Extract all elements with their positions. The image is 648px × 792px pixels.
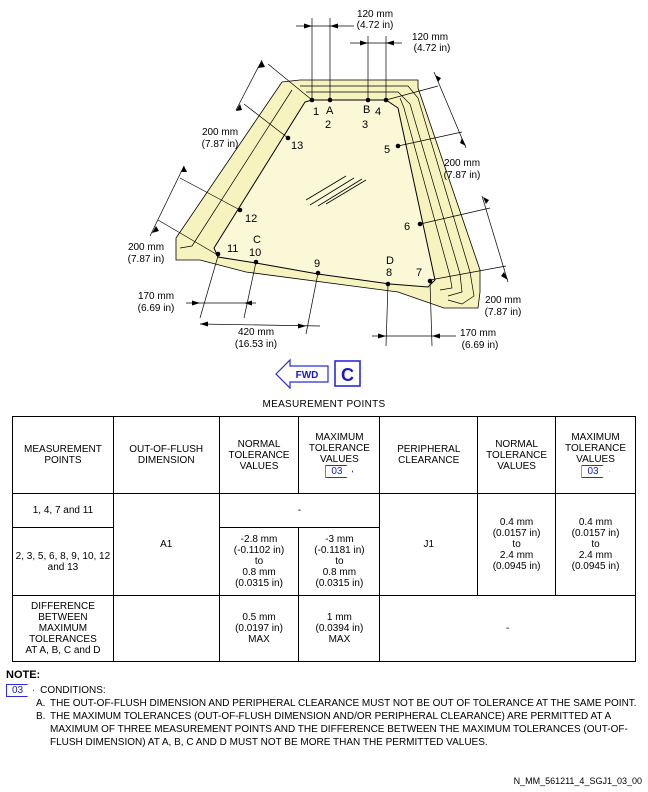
row3-max: 1 mm (0.0394 in) MAX (298, 595, 381, 662)
row3-flush-empty (112, 595, 220, 662)
ref-03-badge: 03 (325, 465, 354, 478)
point-label-10: 10 (249, 247, 261, 259)
note-item-a: A. THE OUT-OF-FLUSH DIMENSION AND PERIPH… (36, 698, 637, 709)
dimension-arrowheads (152, 23, 508, 339)
dim-ll-in: (6.69 in) (138, 303, 175, 314)
dim-topr-in: (4.72 in) (414, 43, 451, 54)
frame-contour-left (179, 89, 293, 249)
note-heading: NOTE: (6, 669, 41, 681)
point-label-4: 4 (375, 106, 381, 118)
point-label-6: 6 (404, 221, 410, 233)
dim-ur-mm: 200 mm (444, 158, 480, 169)
table-title: MEASUREMENT POINTS (262, 399, 386, 410)
view-letter: C (341, 365, 354, 385)
point-label-2: 2 (325, 119, 331, 131)
header-max-tolerance-2: MAXIMUM TOLERANCE VALUES 03 (555, 416, 636, 494)
note-item-b-text: THE MAXIMUM TOLERANCES (OUT-OF-FLUSH DIM… (50, 711, 628, 748)
glass-reflection (317, 178, 363, 207)
dim-lr-mm: 200 mm (485, 295, 521, 306)
row3-points: DIFFERENCE BETWEEN MAXIMUM TOLERANCES AT A… (12, 595, 114, 662)
point-label-13: 13 (291, 140, 303, 152)
peripheral-max: 0.4 mm (0.0157 in) to 2.4 mm (0.0945 in) (555, 493, 636, 596)
dim-lr-in: (7.87 in) (485, 307, 522, 318)
point-label-A: A (326, 105, 334, 117)
dim-ml-in: (7.87 in) (128, 254, 165, 265)
dim-topr-mm: 120 mm (412, 32, 448, 43)
point-label-D: D (386, 255, 394, 267)
view-letter-box (334, 360, 361, 387)
row2-points: 2, 3, 5, 6, 8, 9, 10, 12 and 13 (12, 527, 114, 596)
point-label-9: 9 (314, 258, 320, 270)
dim-ll-mm: 170 mm (138, 291, 174, 302)
header-out-of-flush: OUT-OF-FLUSH DIMENSION (112, 416, 220, 494)
point-label-8: 8 (386, 267, 392, 279)
figure-reference: N_MM_561211_4_SGJ1_03_00 (513, 776, 642, 786)
header-max-tolerance-2-text: MAXIMUM TOLERANCE VALUES (565, 432, 626, 465)
measurement-table: MEASUREMENT POINTS OUT-OF-FLUSH DIMENSIO… (12, 416, 636, 662)
note-item-a-text: THE OUT-OF-FLUSH DIMENSION AND PERIPHERA… (50, 698, 637, 709)
flush-value: A1 (112, 493, 220, 596)
header-normal-tolerance-2: NORMAL TOLERANCE VALUES (477, 416, 557, 494)
ref-03-badge: 03 (6, 684, 35, 697)
table-row: DIFFERENCE BETWEEN MAXIMUM TOLERANCES AT A… (12, 595, 636, 662)
point-label-12: 12 (245, 213, 257, 225)
dim-bc-in: (16.53 in) (235, 339, 277, 350)
glass-reflection (305, 175, 347, 201)
header-max-tolerance-1-text: MAXIMUM TOLERANCE VALUES (308, 432, 370, 465)
row2-normal: -2.8 mm (-0.1102 in) to 0.8 mm (0.0315 in) (218, 527, 300, 596)
conditions-label: CONDITIONS: (40, 685, 106, 696)
header-measurement-points: MEASUREMENT POINTS (12, 416, 114, 494)
dim-ml-mm: 200 mm (128, 242, 164, 253)
fwd-label: FWD (296, 370, 319, 381)
dimension-lines (149, 18, 509, 347)
point-label-B: B (363, 104, 370, 116)
window-measurement-diagram: 1 A 2 B 4 3 5 13 12 6 11 C 10 9 D 8 7 12… (128, 9, 522, 390)
row1-points: 1, 4, 7 and 11 (12, 493, 114, 528)
dim-top-in: (4.72 in) (357, 20, 394, 31)
peripheral-value: J1 (379, 493, 479, 596)
measurement-dots (215, 97, 433, 287)
header-normal-tolerance-1: NORMAL TOLERANCE VALUES (218, 416, 300, 494)
dim-ur-in: (7.87 in) (444, 170, 481, 181)
row3-peripheral-dash: - (379, 595, 636, 662)
header-max-tolerance-1: MAXIMUM TOLERANCE VALUES 03 (298, 416, 381, 494)
ref-03-badge: 03 (581, 465, 610, 478)
row1-tolerance-dash: - (218, 493, 381, 528)
dim-br-mm: 170 mm (460, 328, 496, 339)
point-label-3: 3 (362, 119, 368, 131)
notes-section: 03 CONDITIONS: A. THE OUT-OF-FLUSH DIMEN… (6, 684, 642, 749)
glass-reflection (325, 179, 367, 205)
frame-contour-mid (306, 91, 463, 297)
row3-normal: 0.5 mm (0.0197 in) MAX (218, 595, 300, 662)
dim-ul-in: (7.87 in) (202, 139, 239, 150)
point-label-11: 11 (227, 243, 238, 255)
window-panel (213, 99, 436, 288)
table-header-row: MEASUREMENT POINTS OUT-OF-FLUSH DIMENSIO… (12, 416, 636, 494)
header-peripheral: PERIPHERAL CLEARANCE (379, 416, 479, 494)
point-label-7: 7 (416, 267, 422, 279)
note-item-b: B. THE MAXIMUM TOLERANCES (OUT-OF-FLUSH … (6, 710, 642, 749)
fwd-arrow-icon: FWD (275, 358, 329, 390)
dim-br-in: (6.69 in) (462, 340, 499, 351)
peripheral-normal: 0.4 mm (0.0157 in) to 2.4 mm (0.0945 in) (477, 493, 557, 596)
point-label-5: 5 (384, 144, 390, 156)
table-row: 2, 3, 5, 6, 8, 9, 10, 12 and 13 -2.8 mm(… (12, 527, 636, 596)
conditions-line: 03 CONDITIONS: (6, 684, 642, 697)
dim-top-mm: 120 mm (357, 9, 393, 20)
point-label-1: 1 (313, 106, 319, 118)
glass-reflection (309, 177, 355, 206)
dim-bc-mm: 420 mm (238, 327, 274, 338)
point-label-C: C (253, 234, 261, 246)
row2-max: -3 mm (-0.1181 in) to 0.8 mm (0.0315 in) (298, 527, 381, 596)
table-row: 1, 4, 7 and 11 A1 - J1 0.4 mm (0.0157 in)… (12, 493, 636, 596)
dim-ul-mm: 200 mm (202, 127, 238, 138)
frame-contour-outer (300, 85, 475, 305)
